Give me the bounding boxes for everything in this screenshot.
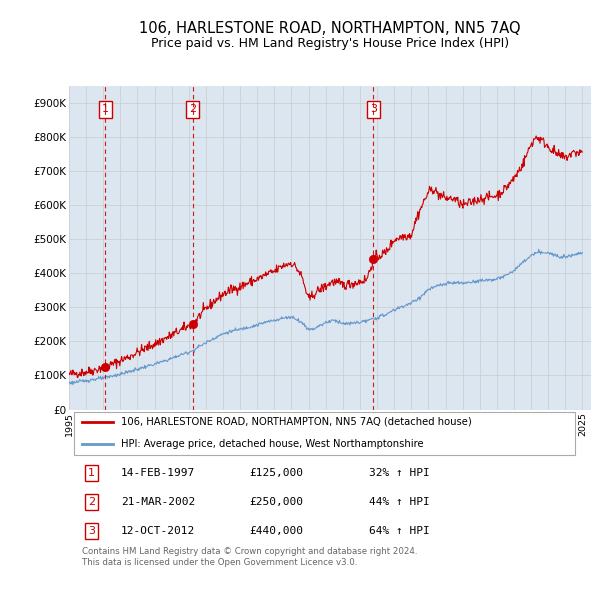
- Text: 1: 1: [88, 468, 95, 478]
- Text: HPI: Average price, detached house, West Northamptonshire: HPI: Average price, detached house, West…: [121, 439, 424, 449]
- Text: 2: 2: [189, 104, 196, 114]
- Text: 3: 3: [370, 104, 377, 114]
- Text: £125,000: £125,000: [249, 468, 303, 478]
- Text: 32% ↑ HPI: 32% ↑ HPI: [369, 468, 430, 478]
- Text: £440,000: £440,000: [249, 526, 303, 536]
- Text: 21-MAR-2002: 21-MAR-2002: [121, 497, 196, 507]
- Text: £250,000: £250,000: [249, 497, 303, 507]
- Text: 44% ↑ HPI: 44% ↑ HPI: [369, 497, 430, 507]
- Text: 106, HARLESTONE ROAD, NORTHAMPTON, NN5 7AQ (detached house): 106, HARLESTONE ROAD, NORTHAMPTON, NN5 7…: [121, 417, 472, 427]
- FancyBboxPatch shape: [74, 412, 575, 455]
- Text: 1: 1: [102, 104, 109, 114]
- Text: 3: 3: [88, 526, 95, 536]
- Text: 106, HARLESTONE ROAD, NORTHAMPTON, NN5 7AQ: 106, HARLESTONE ROAD, NORTHAMPTON, NN5 7…: [139, 21, 521, 35]
- Text: 14-FEB-1997: 14-FEB-1997: [121, 468, 196, 478]
- Text: 2: 2: [88, 497, 95, 507]
- Text: 64% ↑ HPI: 64% ↑ HPI: [369, 526, 430, 536]
- Text: Contains HM Land Registry data © Crown copyright and database right 2024.
This d: Contains HM Land Registry data © Crown c…: [82, 547, 418, 566]
- Text: 12-OCT-2012: 12-OCT-2012: [121, 526, 196, 536]
- Text: Price paid vs. HM Land Registry's House Price Index (HPI): Price paid vs. HM Land Registry's House …: [151, 37, 509, 50]
